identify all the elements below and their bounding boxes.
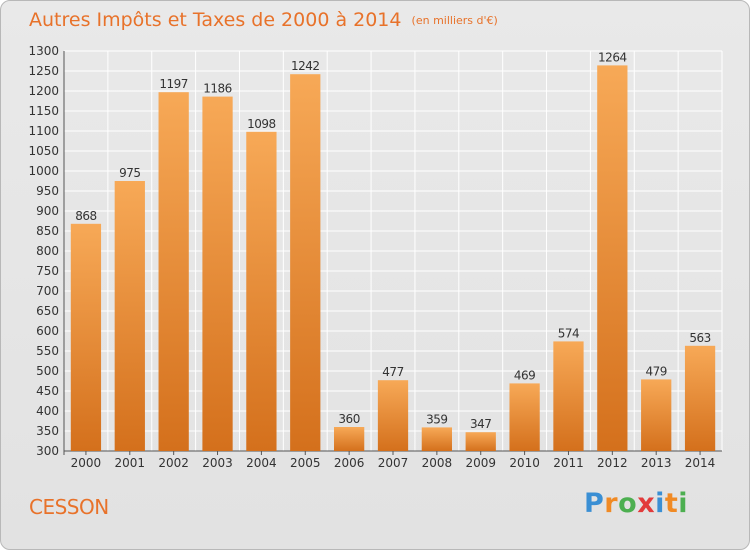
y-tick-label: 400 [36,404,59,418]
bar [290,74,321,451]
bar [114,181,145,451]
bar [202,96,233,451]
logo-letter: o [618,488,638,519]
x-tick-label: 2006 [334,456,365,470]
y-tick-label: 950 [36,184,59,198]
x-tick-label: 2007 [378,456,409,470]
bar [509,383,540,451]
bar [333,427,365,451]
bar [377,380,409,451]
y-tick-label: 500 [36,364,59,378]
y-tick-label: 1150 [28,104,59,118]
y-tick-label: 1100 [28,124,59,138]
y-tick-label: 750 [36,264,59,278]
data-label: 1098 [247,117,276,131]
data-label: 1264 [598,50,627,64]
logo-letter: r [604,488,619,519]
x-tick-label: 2009 [465,456,496,470]
logo-letter: i [678,488,689,519]
x-tick-label: 2000 [71,456,102,470]
y-tick-label: 300 [36,444,59,458]
x-tick-label: 2001 [115,456,146,470]
data-label: 479 [645,364,666,378]
y-tick-label: 1250 [28,64,59,78]
chart-title-text: Autres Impôts et Taxes de 2000 à 2014 [29,9,402,31]
x-tick-label: 2012 [597,456,628,470]
bar [553,341,584,451]
x-tick-label: 2013 [641,456,672,470]
chart-title: Autres Impôts et Taxes de 2000 à 2014 (e… [29,9,498,31]
y-tick-label: 650 [36,304,59,318]
data-label: 1186 [203,82,232,96]
x-tick-label: 2014 [685,456,716,470]
x-tick-label: 2008 [422,456,453,470]
data-label: 563 [689,331,710,345]
x-tick-label: 2010 [509,456,540,470]
y-tick-label: 600 [36,324,59,338]
bar [597,65,628,452]
bar [158,92,189,451]
city-name: CESSON [29,495,109,519]
y-tick-label: 1200 [28,84,59,98]
data-label: 347 [470,417,491,431]
data-label: 574 [558,326,579,340]
y-tick-label: 350 [36,424,59,438]
bar [421,427,453,451]
logo-letter: i [655,488,665,519]
data-label: 469 [514,368,535,382]
bar [684,345,716,451]
logo-letter: P [584,488,605,519]
y-tick-label: 900 [36,204,59,218]
chart-unit-label: (en milliers d'€) [411,14,498,27]
y-tick-label: 1050 [28,144,59,158]
logo-letter: t [664,488,679,519]
x-tick-label: 2004 [246,456,277,470]
y-tick-label: 800 [36,244,59,258]
data-label: 868 [75,209,96,223]
x-tick-label: 2005 [290,456,321,470]
y-tick-label: 850 [36,224,59,238]
proxiti-logo: Proxiti [584,488,688,519]
y-tick-label: 1000 [28,164,59,178]
y-tick-label: 450 [36,384,59,398]
bar [465,432,496,451]
data-label: 1197 [159,77,188,91]
data-label: 1242 [291,59,320,73]
bar [70,223,102,451]
bar [641,379,672,451]
x-tick-label: 2011 [553,456,584,470]
data-label: 477 [382,365,403,379]
x-tick-label: 2003 [202,456,233,470]
logo-letter: x [637,488,656,519]
bar [246,131,277,452]
data-label: 975 [119,166,140,180]
data-label: 360 [338,412,359,426]
data-label: 359 [426,412,447,426]
x-tick-label: 2002 [158,456,189,470]
y-tick-label: 700 [36,284,59,298]
y-tick-label: 550 [36,344,59,358]
y-tick-label: 1300 [28,44,59,58]
